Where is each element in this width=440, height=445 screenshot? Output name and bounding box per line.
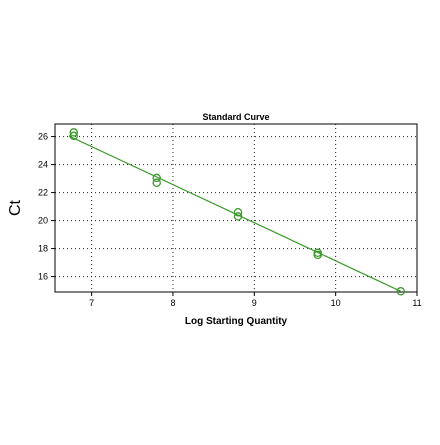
y-tick-label: 16 xyxy=(38,272,48,282)
y-tick-label: 24 xyxy=(38,160,48,170)
axis-layer: 7 8 9 10 11 16 18 20 22 24 26 xyxy=(38,123,422,308)
data-point xyxy=(233,212,243,221)
y-tick-label: 18 xyxy=(38,244,48,254)
x-axis-label: Log Starting Quantity xyxy=(185,316,288,327)
x-tick-label: 8 xyxy=(170,298,175,308)
data-point xyxy=(233,207,243,217)
plot-frame xyxy=(54,123,418,293)
y-axis-label: Ct xyxy=(7,199,24,216)
x-tick-label: 10 xyxy=(331,298,341,308)
data-point xyxy=(152,173,161,183)
data-point xyxy=(396,287,405,296)
data-point xyxy=(152,178,161,188)
data-point xyxy=(69,131,78,141)
y-tick-label: 20 xyxy=(38,216,48,226)
y-tick-label: 26 xyxy=(38,132,48,142)
series-layer xyxy=(68,128,405,296)
data-point xyxy=(313,250,323,260)
chart-title: Standard Curve xyxy=(202,112,269,122)
data-point xyxy=(69,128,78,137)
x-tick-label: 7 xyxy=(89,298,94,308)
grid-layer xyxy=(55,124,417,292)
y-tick-label: 22 xyxy=(38,188,48,198)
x-tick-label: 9 xyxy=(252,298,257,308)
x-tick-label: 11 xyxy=(412,298,421,308)
